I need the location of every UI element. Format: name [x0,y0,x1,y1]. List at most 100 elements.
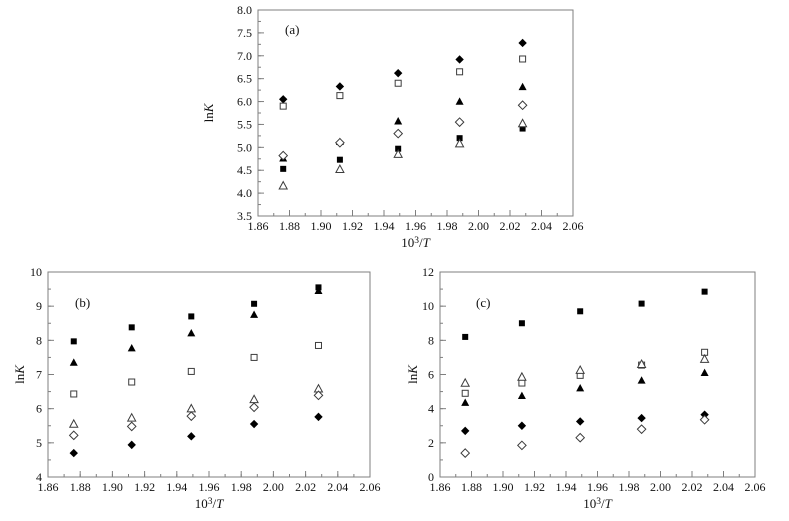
x-tick-label: 2.02 [500,219,521,233]
open-triangle-marker [636,358,647,368]
y-tick-label: 10 [422,299,434,313]
chart-panel-b: 1.86 1.88 1.90 1.92 1.94 1.96 1.98 2.00 2.02 2.04… [12,265,381,511]
filled-diamond-marker [455,55,464,64]
filled-triangle-marker [517,391,526,400]
filled-square-marker [519,125,526,132]
open-square-marker [128,378,136,386]
y-tick-label: 6.5 [237,72,252,86]
filled-square-marker [251,300,258,307]
open-square-marker [250,353,258,361]
open-diamond-marker [334,137,345,148]
x-tick-label: 1.96 [405,219,426,233]
x-tick-label: 1.98 [437,219,458,233]
filled-triangle-marker [700,368,709,376]
plot-box [47,271,371,478]
x-tick-label: 2.02 [682,480,703,494]
x-tick-label: 1.92 [134,480,155,494]
open-triangle-marker [517,371,527,381]
filled-diamond-marker [127,440,136,450]
y-tick-label: 4 [36,470,42,484]
open-square-marker [314,341,322,349]
x-axis-label: 103/T [583,496,612,511]
filled-diamond-marker [249,419,259,429]
y-tick-label: 3.5 [237,209,252,223]
y-axis-label: lnK [405,364,420,384]
open-diamond-marker [249,402,259,413]
open-triangle-marker [393,148,404,158]
y-tick-label: 8 [428,333,434,347]
open-square-marker [394,79,402,87]
filled-square-marker [456,135,463,142]
x-tick-label: 1.88 [70,480,91,494]
x-tick-label: 1.94 [556,480,577,494]
y-tick-label: 6 [428,368,434,382]
x-tick-label: 1.86 [38,480,59,494]
y-tick-label: 10 [30,265,42,279]
open-triangle-marker [699,353,710,363]
x-tick-label: 1.94 [374,219,395,233]
x-tick-label: 1.90 [102,480,123,494]
x-tick-label: 1.96 [587,480,608,494]
y-tick-label: 8 [36,333,42,347]
open-triangle-marker [335,164,345,174]
chart-panel-c: 1.86 1.88 1.90 1.92 1.94 1.96 1.98 2.00 2.02 2.04… [405,265,766,511]
x-tick-label: 1.94 [166,480,187,494]
x-tick-label: 2.00 [650,480,671,494]
filled-triangle-marker [394,117,403,125]
y-tick-label: 7 [36,368,42,382]
x-tick-label: 1.88 [279,219,300,233]
open-square-marker [187,367,195,375]
open-square-marker [70,390,78,398]
filled-diamond-marker [700,410,709,419]
open-triangle-marker [278,180,289,190]
filled-square-marker [577,308,584,315]
filled-triangle-marker [461,398,470,406]
filled-square-marker [70,338,77,345]
filled-square-marker [518,320,525,327]
open-triangle-marker [460,377,471,387]
x-tick-label: 1.98 [231,480,252,494]
x-axis-label: 103/T [195,496,224,511]
x-tick-label: 2.06 [360,480,381,494]
filled-diamond-marker [517,421,527,430]
x-tick-label: 1.92 [524,480,545,494]
open-diamond-marker [393,128,404,139]
filled-square-marker [188,313,195,320]
filled-triangle-marker [69,358,78,366]
open-square-marker [279,102,287,110]
open-diamond-marker [278,150,289,161]
x-tick-label: 2.02 [295,480,316,494]
filled-triangle-marker [518,82,527,91]
y-tick-label: 6 [36,402,42,416]
open-square-marker [518,379,526,387]
filled-square-marker [638,300,645,307]
open-square-marker [461,389,469,397]
open-diamond-marker [454,117,465,128]
x-tick-label: 2.04 [327,480,348,494]
filled-triangle-marker [455,97,464,105]
filled-diamond-marker [314,412,323,422]
chart-panel-a: 1.86 1.88 1.90 1.92 1.94 1.96 1.98 2.00 2.02 2.04… [201,3,584,250]
open-diamond-marker [313,390,324,401]
x-tick-label: 2.04 [531,219,552,233]
filled-square-marker [128,324,135,331]
y-tick-label: 9 [36,299,42,313]
open-diamond-marker [460,448,471,458]
x-tick-label: 1.90 [311,219,332,233]
filled-diamond-marker [518,38,527,48]
y-axis-label: lnK [12,364,27,384]
open-square-marker [336,92,344,100]
open-diamond-marker [517,100,528,111]
filled-square-marker [701,288,708,295]
x-tick-label: 1.90 [493,480,514,494]
open-square-marker [456,68,464,76]
filled-diamond-marker [335,82,345,91]
x-tick-label: 1.86 [248,219,269,233]
y-tick-label: 5 [36,436,42,450]
x-tick-label: 2.00 [468,219,489,233]
filled-triangle-marker [637,376,646,384]
x-tick-label: 2.00 [263,480,284,494]
x-tick-label: 2.06 [745,480,766,494]
open-diamond-marker [186,411,197,422]
